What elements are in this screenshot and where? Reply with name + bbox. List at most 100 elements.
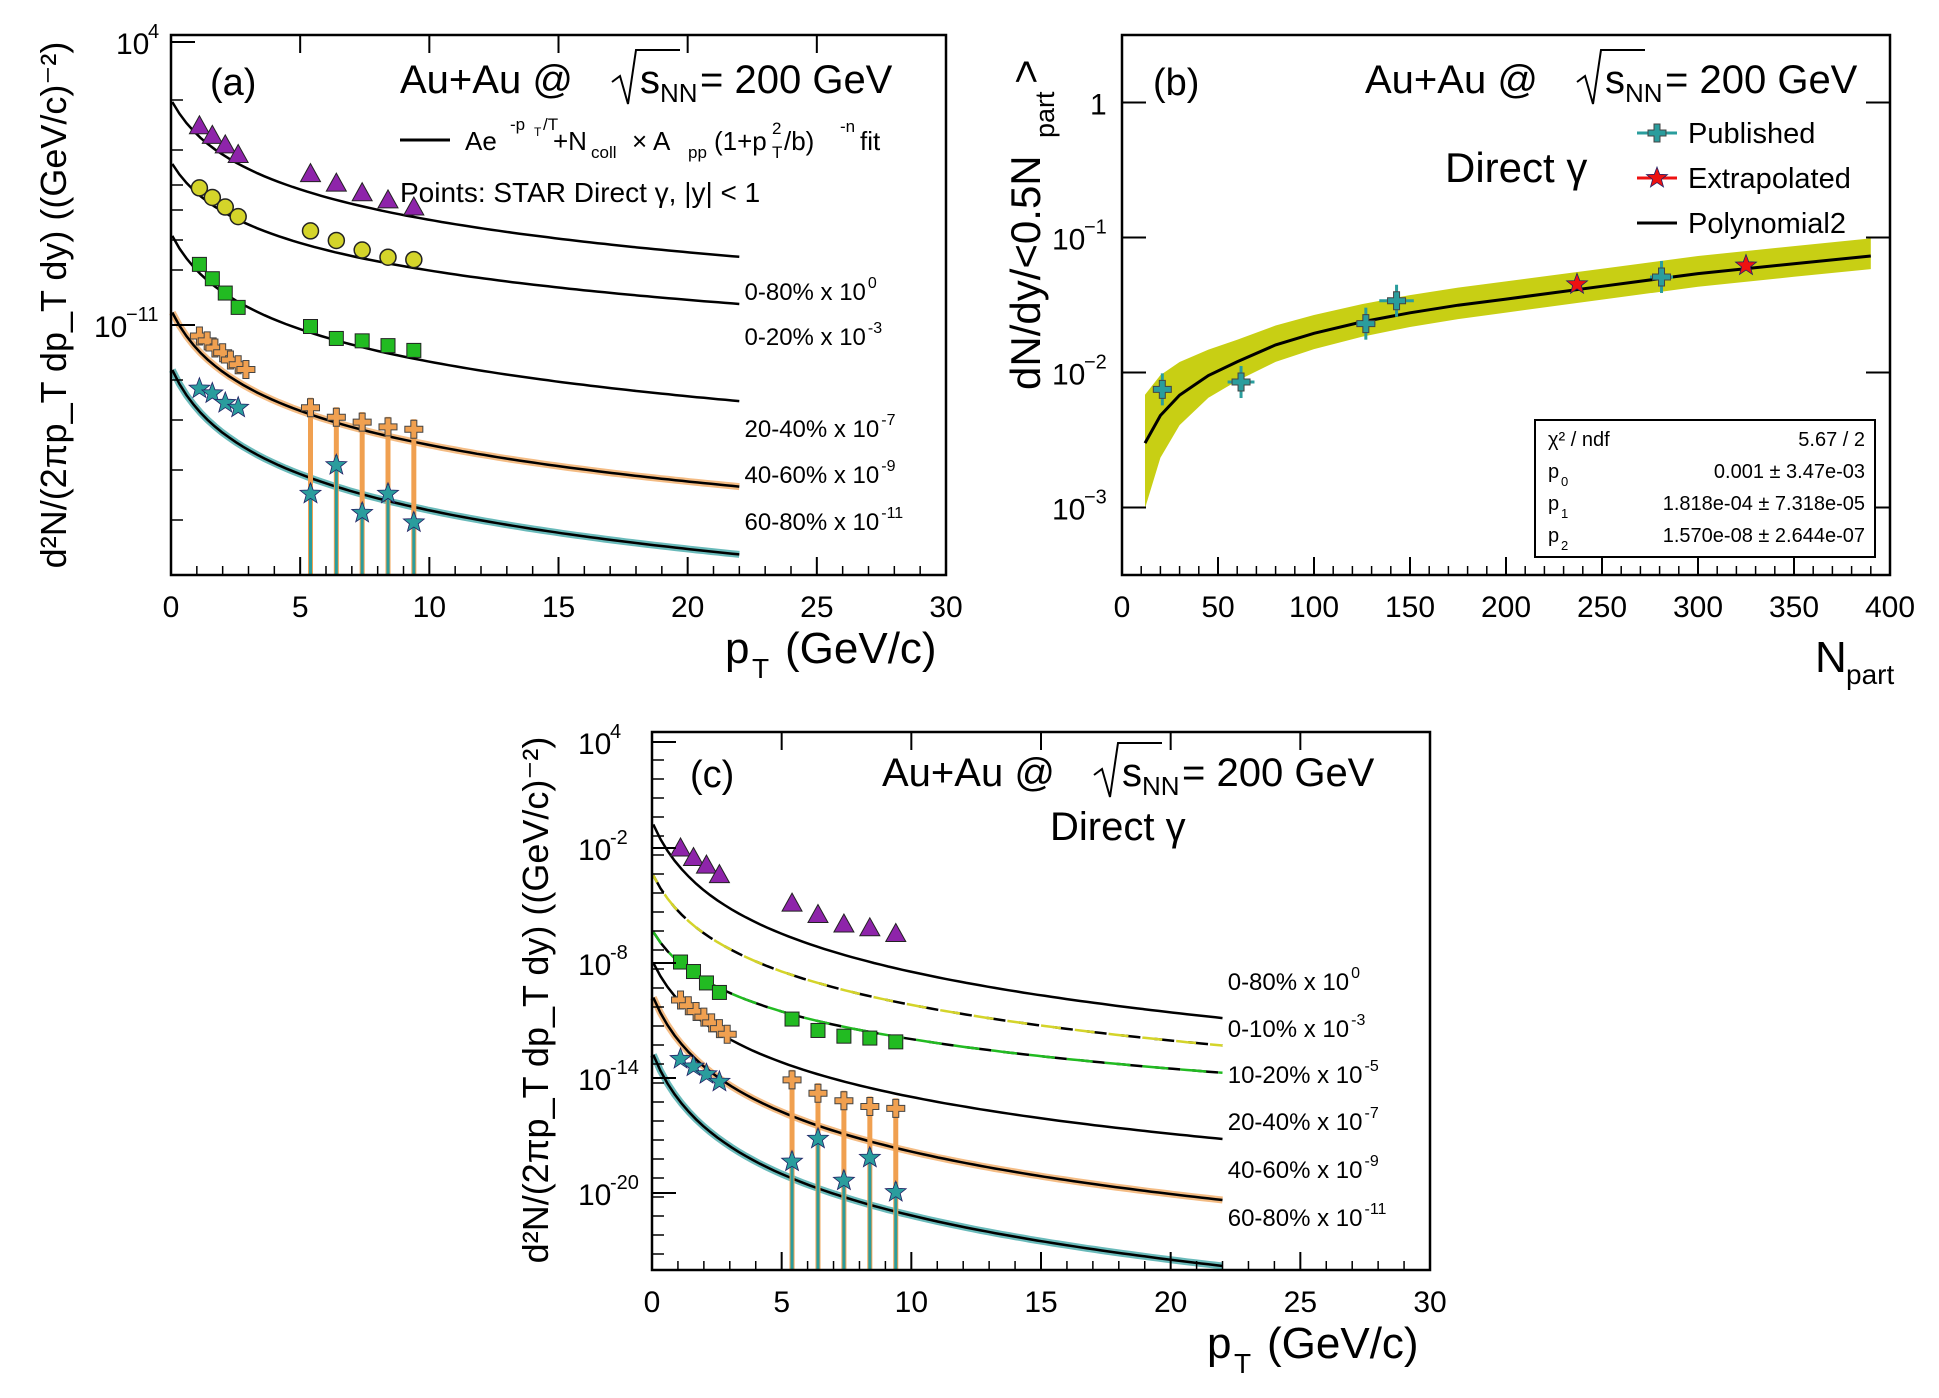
data-point-20-40% bbox=[354, 333, 370, 349]
fit-uncertainty-band bbox=[1145, 238, 1871, 509]
fit-stat-label-sub: 1 bbox=[1561, 506, 1568, 521]
x-tick-label: 10 bbox=[413, 591, 446, 624]
series-label-exp-60-80%: -11 bbox=[1364, 1201, 1386, 1218]
data-point-40-60% bbox=[717, 1024, 737, 1044]
fit-stat-label-sub: 0 bbox=[1561, 474, 1568, 489]
panel-b-label: (b) bbox=[1153, 62, 1199, 104]
extrapolated-point bbox=[1734, 253, 1758, 276]
data-point-0-80% bbox=[695, 854, 718, 874]
published-point bbox=[1356, 314, 1376, 334]
data-point-40-60% bbox=[404, 419, 424, 439]
data-point-40-60% bbox=[326, 407, 346, 427]
fit-legend-app-sub: pp bbox=[688, 143, 707, 162]
panel-c-xlabel-tail: (GeV/c) bbox=[1267, 1319, 1419, 1368]
data-point-0-80% bbox=[188, 114, 211, 135]
data-point-20-40% bbox=[328, 330, 344, 346]
series-label-exp-0-80%: 0 bbox=[1351, 965, 1360, 982]
panel-c-frame bbox=[650, 730, 1432, 1272]
fit-band-40-60% bbox=[650, 996, 1223, 1204]
y-tick-label-exp: -2 bbox=[610, 827, 628, 849]
panel-a-xlabel: p T (GeV/c) bbox=[725, 624, 937, 684]
fit-curve-0-10% bbox=[652, 874, 1223, 1047]
x-tick-label: 150 bbox=[1385, 591, 1435, 624]
data-point-20-40% bbox=[191, 256, 207, 272]
y-tick-label-exp: 4 bbox=[148, 21, 159, 43]
series-label-60-80%: 60-80% x 10 bbox=[745, 509, 880, 536]
fit-legend-fit: fit bbox=[860, 126, 881, 156]
data-point-0-20% bbox=[229, 207, 247, 226]
y-tick-label: 10 bbox=[578, 1179, 611, 1212]
data-point-0-80% bbox=[377, 188, 399, 209]
panel-b-ylabel: dN/dy/<0.5N part > bbox=[1002, 59, 1060, 390]
data-point-0-80% bbox=[351, 181, 374, 202]
fit-stat-value: 1.570e-08 ± 2.644e-07 bbox=[1663, 525, 1865, 547]
panel-c-xlabel-p: p bbox=[1207, 1319, 1231, 1368]
sqrt-icon bbox=[611, 49, 680, 105]
x-tick-label: 5 bbox=[292, 591, 309, 624]
series-label-10-20%: 10-20% x 10 bbox=[1228, 1062, 1363, 1089]
panel-b-energy-value: = 200 GeV bbox=[1665, 58, 1858, 102]
data-point-20-40% bbox=[230, 299, 246, 315]
data-point-40-60% bbox=[189, 326, 209, 346]
data-point-20-40% bbox=[888, 1034, 904, 1050]
fit-legend-n-exp: -n bbox=[840, 117, 855, 136]
panel-a-xlabel-sub: T bbox=[752, 653, 769, 684]
panel-a-energy-s: s bbox=[640, 58, 660, 102]
data-point-20-40% bbox=[784, 1011, 800, 1027]
panel-c-label: (c) bbox=[690, 754, 734, 796]
fit-stats-frame bbox=[1534, 419, 1876, 558]
data-point-40-60% bbox=[236, 360, 256, 380]
data-point-60-80% bbox=[780, 1149, 804, 1172]
x-tick-label: 5 bbox=[773, 1286, 790, 1319]
data-point-0-80% bbox=[708, 863, 731, 884]
legend-label-published: Published bbox=[1688, 118, 1815, 150]
panel-a-energy-value: = 200 GeV bbox=[700, 58, 893, 102]
data-point-60-80% bbox=[681, 1054, 706, 1077]
data-point-20-40% bbox=[862, 1030, 878, 1046]
panel-a-ylabel: d²N/(2πp_T dp_T dy) ((GeV/c)⁻²) bbox=[33, 42, 74, 569]
panel-c-title: Direct γ bbox=[1050, 805, 1186, 849]
data-point-60-80% bbox=[806, 1126, 830, 1149]
data-point-60-80% bbox=[350, 500, 374, 523]
data-point-40-60% bbox=[860, 1097, 880, 1117]
data-point-0-80% bbox=[682, 846, 705, 866]
x-tick-label: 10 bbox=[895, 1286, 928, 1319]
data-point-0-80% bbox=[884, 922, 907, 943]
data-point-40-60% bbox=[205, 338, 225, 358]
data-point-60-80% bbox=[213, 390, 237, 413]
y-tick-label-exp: -14 bbox=[610, 1057, 639, 1079]
fit-legend-paren-tail: /b) bbox=[784, 126, 814, 156]
fit-legend-p-sub: T bbox=[772, 143, 782, 162]
x-tick-label: 30 bbox=[1413, 1286, 1446, 1319]
data-point-0-80% bbox=[299, 162, 322, 183]
data-point-60-80% bbox=[187, 376, 211, 399]
data-point-60-80% bbox=[707, 1069, 732, 1092]
extrapolated-point bbox=[1565, 272, 1589, 295]
y-tick-label-exp: 4 bbox=[610, 721, 621, 743]
panel-b-energy-s: s bbox=[1605, 58, 1625, 102]
panel-b-ylabel-sub: part bbox=[1030, 91, 1060, 138]
data-point-40-60% bbox=[886, 1098, 906, 1118]
panel-a-energy-sub: NN bbox=[660, 78, 698, 108]
series-label-exp-40-60%: -9 bbox=[881, 458, 895, 475]
x-tick-label: 0 bbox=[644, 1286, 661, 1319]
data-point-20-40% bbox=[204, 271, 220, 287]
y-tick-label: 10 bbox=[1052, 359, 1085, 392]
series-label-exp-0-10%: -3 bbox=[1351, 1012, 1365, 1029]
data-point-40-60% bbox=[378, 417, 398, 437]
series-label-20-40%: 20-40% x 10 bbox=[1228, 1109, 1363, 1136]
data-point-20-40% bbox=[711, 984, 727, 1000]
fit-stat-value: 1.818e-04 ± 7.318e-05 bbox=[1663, 493, 1865, 515]
data-point-40-60% bbox=[228, 355, 248, 375]
fit-legend-times-a: × A bbox=[632, 126, 671, 156]
data-point-40-60% bbox=[834, 1091, 854, 1111]
legend-label-extrapolated: Extrapolated bbox=[1688, 163, 1851, 195]
data-point-0-20% bbox=[327, 231, 346, 250]
y-tick-label-exp: −1 bbox=[1084, 217, 1107, 239]
panel-c-xlabel: p T (GeV/c) bbox=[1207, 1319, 1419, 1379]
fit-curve-alt-0-10% bbox=[652, 874, 1223, 1047]
y-tick-label-exp: -8 bbox=[610, 942, 628, 964]
series-label-exp-0-20%: -3 bbox=[868, 320, 882, 337]
data-point-60-80% bbox=[858, 1145, 882, 1168]
